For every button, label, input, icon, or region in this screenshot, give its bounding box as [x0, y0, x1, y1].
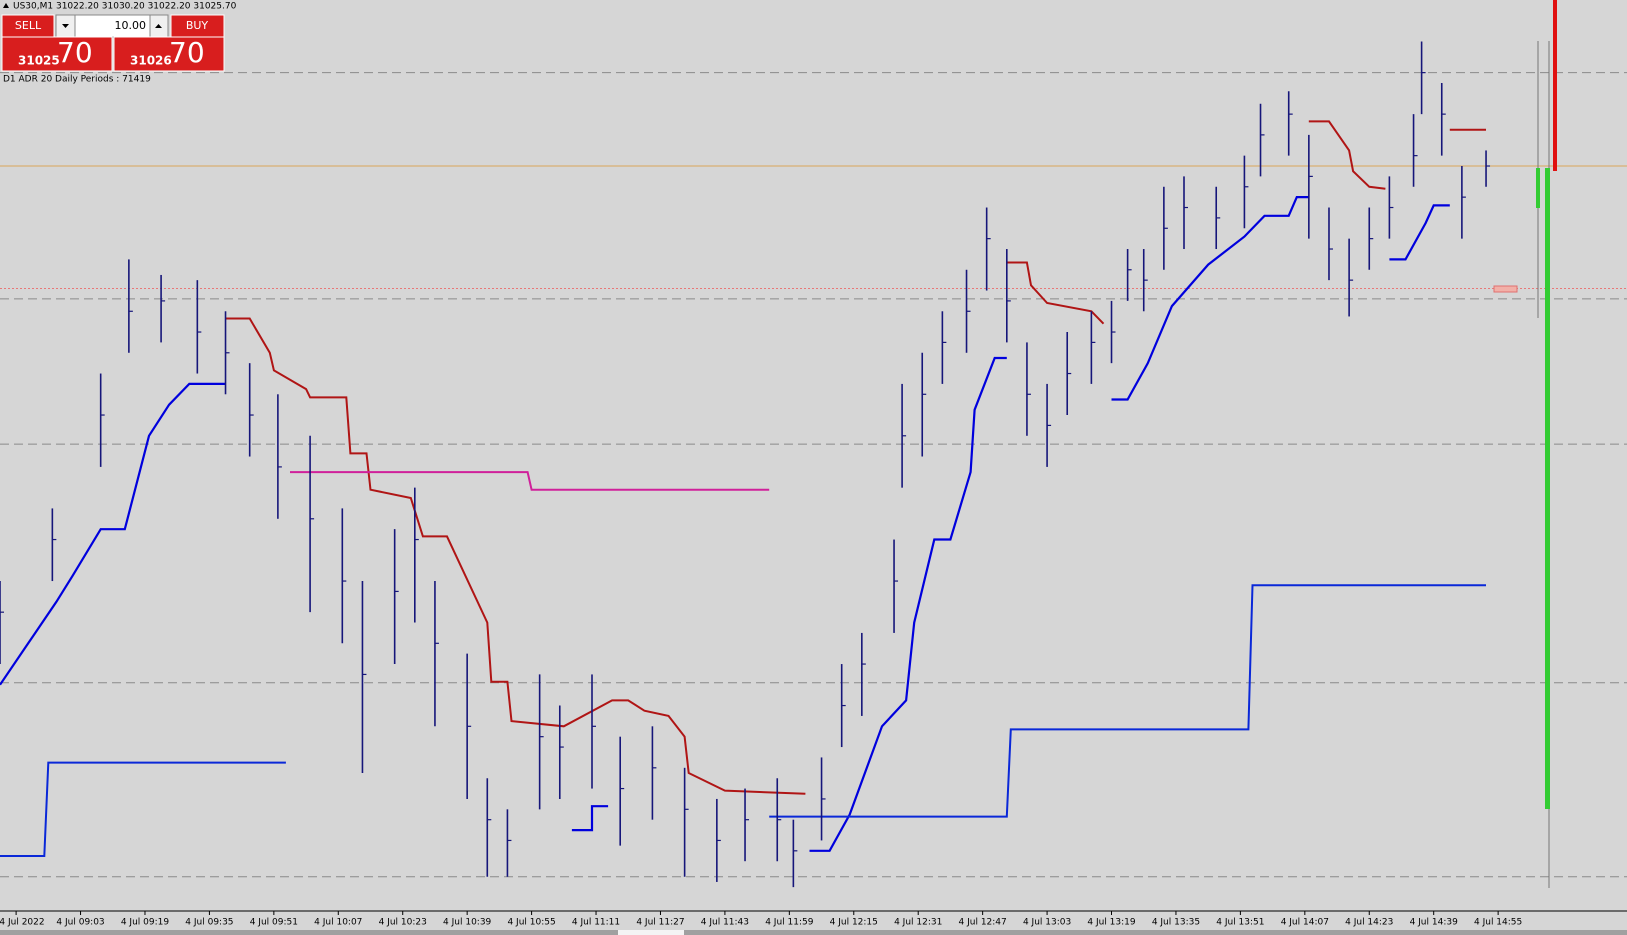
arrow-icon: [62, 24, 69, 28]
sell-price: 31025: [18, 54, 60, 68]
sell-label: SELL: [15, 19, 42, 32]
x-tick-label: 4 Jul 09:19: [121, 918, 170, 928]
arrow-icon: [155, 24, 162, 28]
x-tick-label: 4 Jul 10:55: [507, 918, 555, 928]
x-tick-label: 4 Jul 14:23: [1345, 918, 1393, 928]
x-tick-label: 4 Jul 14:07: [1281, 918, 1329, 928]
gauge-bar: [1536, 168, 1540, 208]
x-tick-label: 4 Jul 11:59: [765, 918, 814, 928]
chart-header: US30,M1 31022.20 31030.20 31022.20 31025…: [13, 2, 237, 12]
indicator-line: [0, 584, 1486, 857]
gauge-bar: [1553, 0, 1557, 171]
level-tag: [1493, 285, 1518, 293]
gauge-bar: [1545, 168, 1550, 809]
sell-price-box[interactable]: [1, 36, 113, 72]
indicator-line: [290, 471, 770, 491]
x-tick-label: 4 Jul 13:51: [1216, 918, 1264, 928]
x-tick-label: 4 Jul 11:11: [572, 918, 620, 928]
x-tick-label: 4 Jul 13:19: [1087, 918, 1136, 928]
buy-label: BUY: [186, 19, 209, 32]
x-tick-label: 4 Jul 13:35: [1152, 918, 1200, 928]
x-tick-label: 4 Jul 10:39: [443, 918, 492, 928]
x-tick-label: 4 Jul 10:07: [314, 918, 362, 928]
x-tick-label: 4 Jul 2022: [0, 918, 45, 928]
buy-price-box[interactable]: [113, 36, 225, 72]
x-tick-label: 4 Jul 14:39: [1410, 918, 1459, 928]
x-tick-label: 4 Jul 12:47: [959, 918, 1007, 928]
bottom-strip: [0, 930, 1627, 935]
indicator-line: [225, 120, 1486, 795]
indicator-line: [0, 196, 1450, 852]
lot-value: 10.00: [115, 19, 147, 32]
x-tick-label: 4 Jul 09:03: [56, 918, 104, 928]
x-tick-label: 4 Jul 11:27: [636, 918, 684, 928]
buy-price-big: 70: [169, 36, 205, 69]
x-tick-label: 4 Jul 10:23: [379, 918, 427, 928]
x-tick-label: 4 Jul 11:43: [701, 918, 749, 928]
x-tick-label: 4 Jul 12:15: [830, 918, 878, 928]
buy-price: 31026: [130, 54, 172, 68]
x-axis: 4 Jul 2022 4 Jul 09:03 4 Jul 09:19 4 Jul 09…: [0, 911, 1522, 928]
trade-panel: SELL 10.00 BUY 31025 70 31026 70: [1, 14, 225, 72]
x-tick-label: 4 Jul 14:55: [1474, 918, 1522, 928]
adr-text: D1 ADR 20 Daily Periods : 71419: [3, 75, 151, 85]
sell-price-big: 70: [57, 36, 93, 69]
x-tick-label: 4 Jul 12:31: [894, 918, 942, 928]
x-tick-label: 4 Jul 13:03: [1023, 918, 1071, 928]
plot-area: [0, 41, 1627, 888]
header-icon: [3, 3, 9, 8]
x-tick-label: 4 Jul 09:35: [185, 918, 233, 928]
x-tick-label: 4 Jul 09:51: [250, 918, 298, 928]
tab: [618, 930, 684, 935]
